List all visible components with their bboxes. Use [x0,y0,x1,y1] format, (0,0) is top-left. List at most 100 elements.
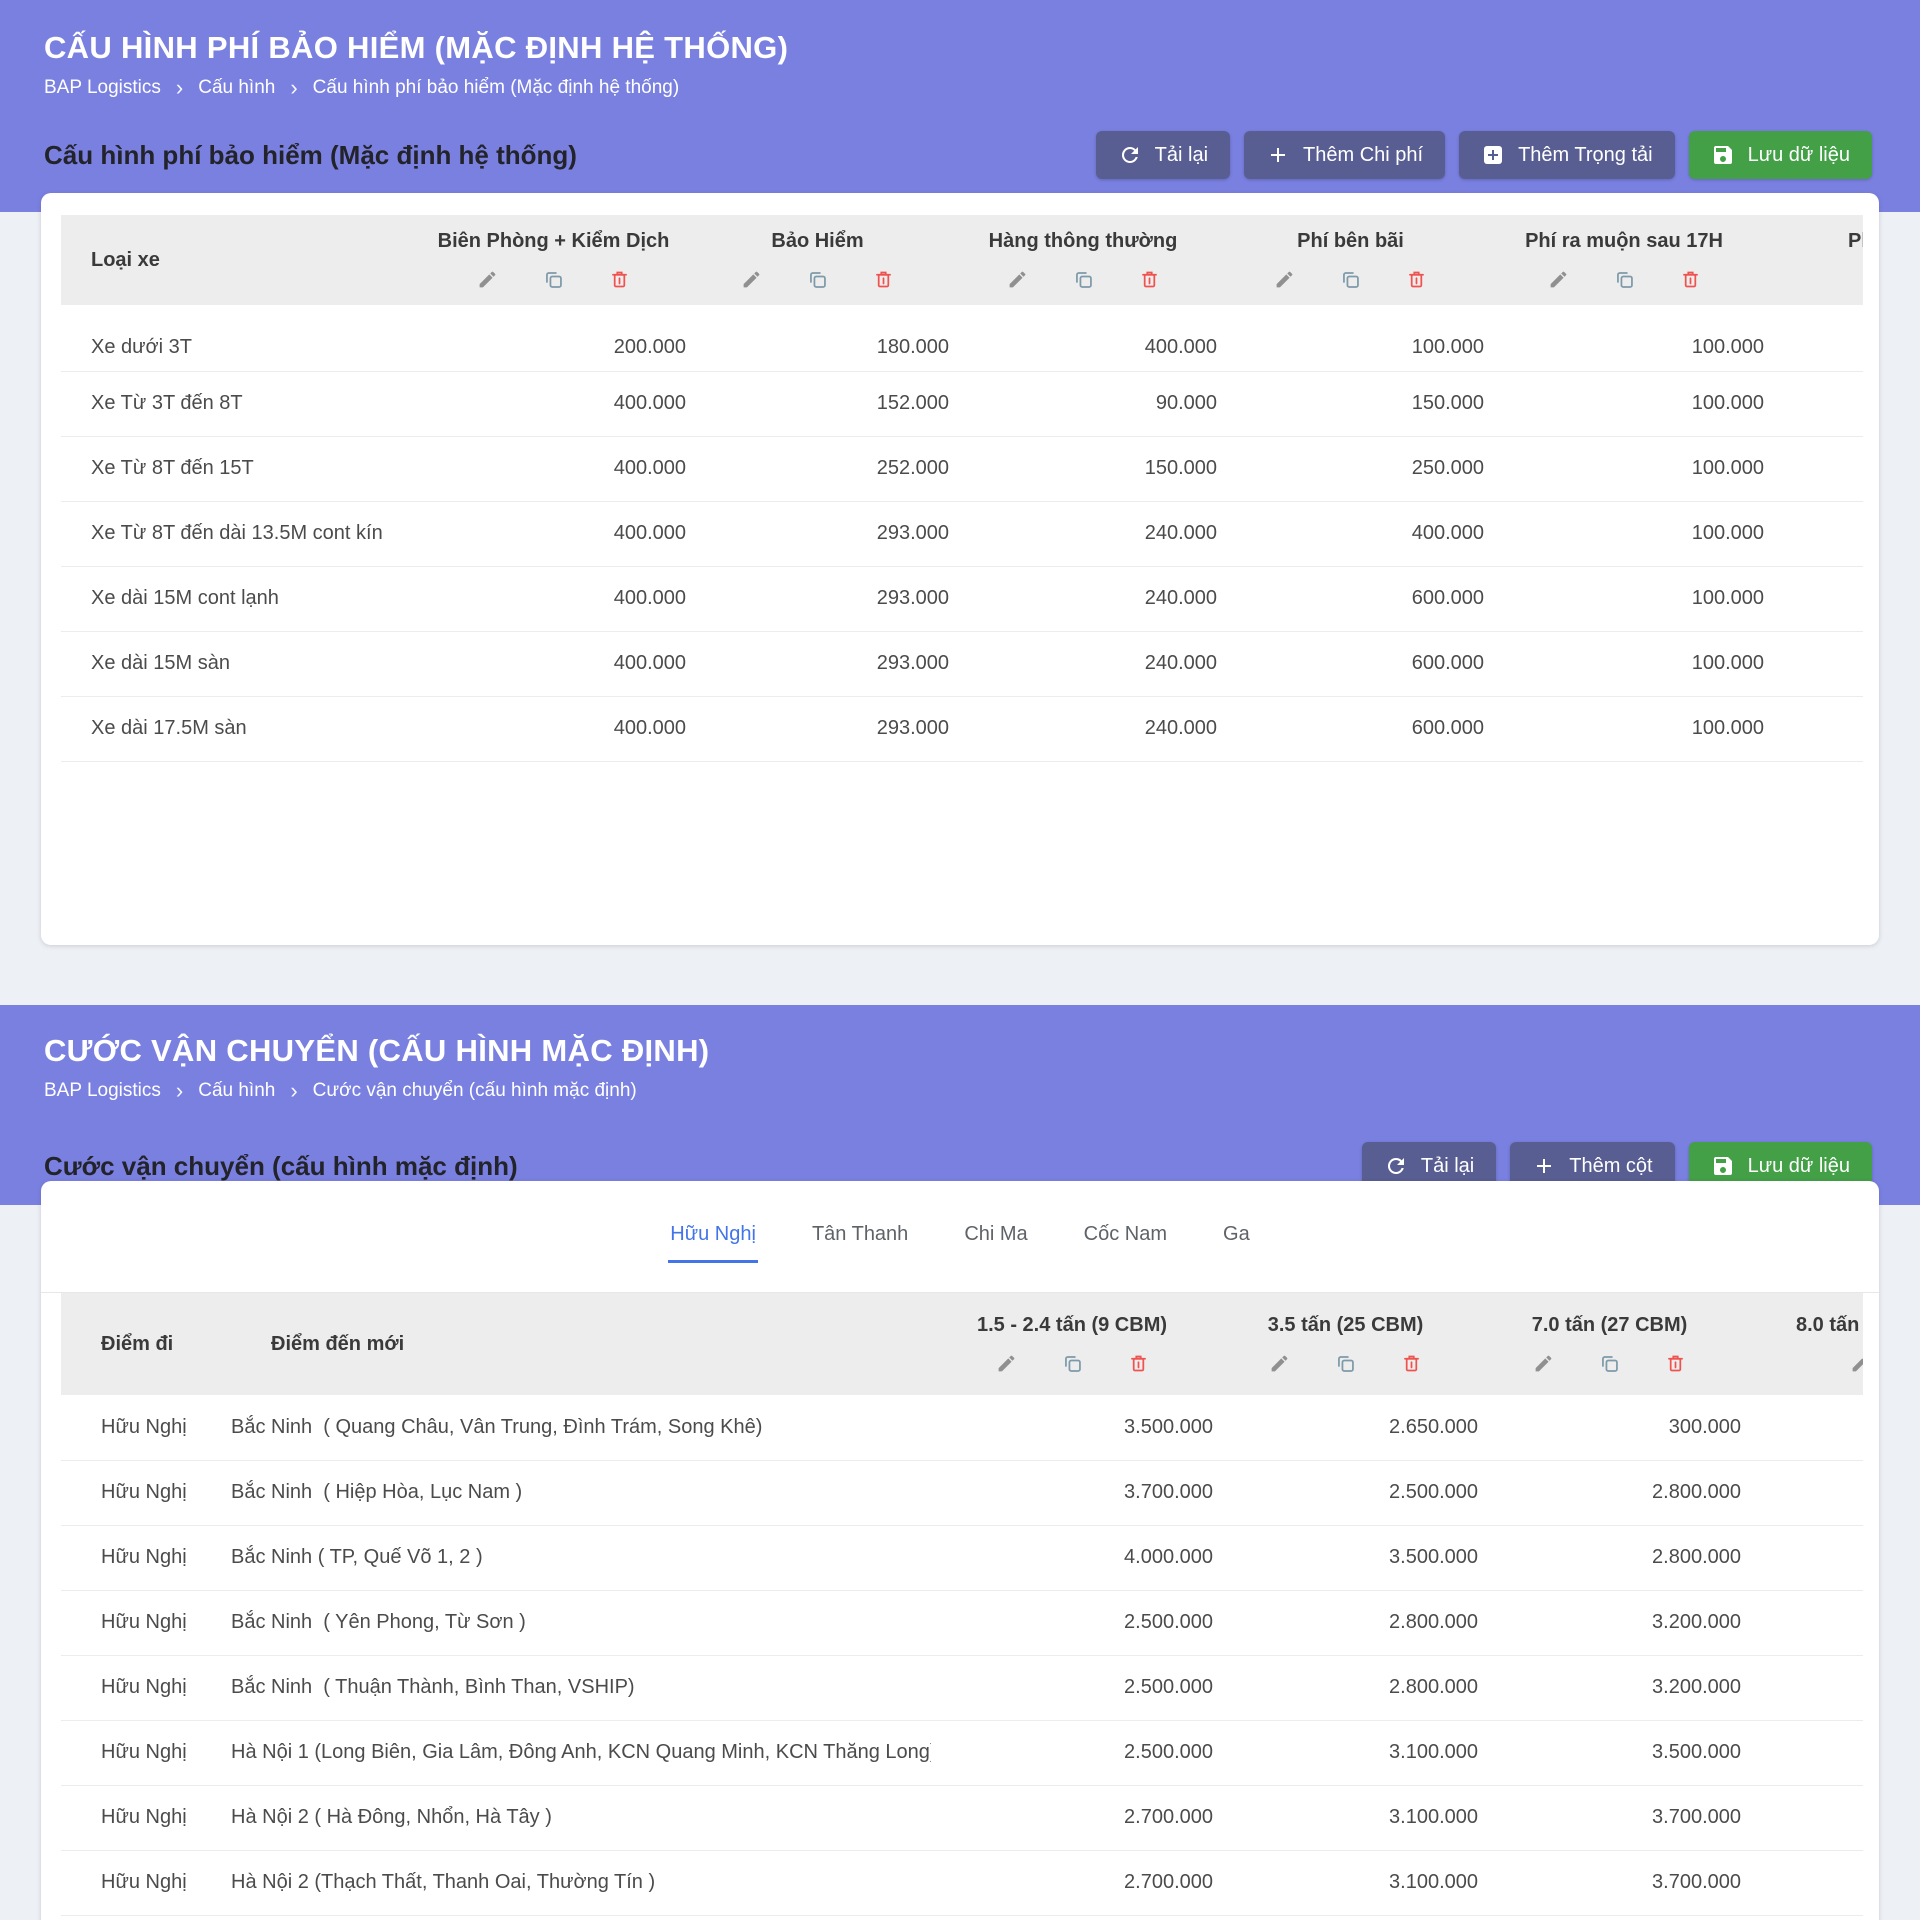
edit-icon[interactable] [741,269,762,290]
fee-cell[interactable]: 400.000 [421,566,686,632]
table-row[interactable]: Xe dài 17.5M sàn 400.000 293.000 240.000… [61,696,1863,762]
fee-cell[interactable]: 400.000 [421,501,686,567]
rate-cell[interactable]: 3.500.000 [1478,1720,1741,1786]
fee-cell[interactable]: 400.000 [421,436,686,502]
fee-cell[interactable]: 150.000 [949,436,1217,502]
fee-cell[interactable]: 250.000 [1217,436,1484,502]
table-row[interactable]: Hữu Nghị Bắc Ninh ( Yên Phong, Từ Sơn ) … [61,1590,1863,1656]
fee-cell-clipped[interactable] [1764,371,1863,437]
delete-icon[interactable] [873,269,894,290]
rate-cell-clipped[interactable] [1741,1460,1863,1526]
rate-cell[interactable]: 3.100.000 [1213,1720,1478,1786]
fee-cell[interactable]: 100.000 [1484,305,1764,372]
edit-icon[interactable] [1861,269,1863,290]
fee-cell-clipped[interactable] [1764,501,1863,567]
breadcrumb-item[interactable]: BAP Logistics [44,77,161,98]
tab-item[interactable]: Cốc Nam [1083,1223,1168,1245]
delete-icon[interactable] [1401,1353,1422,1374]
fee-cell[interactable]: 240.000 [949,501,1217,567]
rate-cell[interactable]: 2.500.000 [931,1655,1213,1721]
fee-cell[interactable]: 293.000 [686,501,949,567]
fee-cell[interactable]: 252.000 [686,436,949,502]
table-row[interactable]: Hữu Nghị Bắc Ninh ( TP, Quế Võ 1, 2 ) 4.… [61,1525,1863,1591]
delete-icon[interactable] [1139,269,1160,290]
fee-cell[interactable]: 600.000 [1217,566,1484,632]
breadcrumb-item[interactable]: BAP Logistics [44,1080,161,1101]
rate-cell[interactable]: 2.700.000 [931,1785,1213,1851]
fee-cell[interactable]: 100.000 [1484,566,1764,632]
edit-icon[interactable] [1007,269,1028,290]
fee-cell[interactable]: 400.000 [421,696,686,762]
delete-icon[interactable] [1406,269,1427,290]
fee-cell[interactable]: 100.000 [1484,501,1764,567]
table-row[interactable]: Xe dài 15M cont lạnh 400.000 293.000 240… [61,566,1863,632]
edit-icon[interactable] [1548,269,1569,290]
rate-cell[interactable]: 3.200.000 [1478,1590,1741,1656]
copy-icon[interactable] [1335,1353,1356,1374]
copy-icon[interactable] [807,269,828,290]
fee-cell[interactable]: 240.000 [949,696,1217,762]
tab-item[interactable]: Tân Thanh [811,1223,909,1245]
rate-cell-clipped[interactable] [1741,1525,1863,1591]
rate-cell[interactable]: 300.000 [1478,1395,1741,1461]
fee-cell[interactable]: 400.000 [421,631,686,697]
fee-cell-clipped[interactable] [1764,305,1863,372]
rate-cell-clipped[interactable] [1741,1850,1863,1916]
fee-cell[interactable]: 293.000 [686,566,949,632]
fee-cell[interactable]: 600.000 [1217,696,1484,762]
fee-cell[interactable]: 600.000 [1217,631,1484,697]
fee-cell-clipped[interactable] [1764,696,1863,762]
fee-cell[interactable]: 152.000 [686,371,949,437]
rate-cell-clipped[interactable] [1741,1655,1863,1721]
fee-cell[interactable]: 293.000 [686,631,949,697]
rate-cell[interactable]: 2.800.000 [1213,1590,1478,1656]
table-row[interactable]: Xe Từ 3T đến 8T 400.000 152.000 90.000 1… [61,371,1863,437]
rate-cell[interactable]: 3.100.000 [1213,1785,1478,1851]
fee-cell[interactable]: 150.000 [1217,371,1484,437]
table-row[interactable]: Xe Từ 8T đến 15T 400.000 252.000 150.000… [61,436,1863,502]
tab-item[interactable]: Hữu Nghị [668,1217,758,1263]
rate-cell[interactable]: 2.800.000 [1213,1655,1478,1721]
breadcrumb-item[interactable]: Cấu hình [198,77,276,98]
rate-cell[interactable]: 2.800.000 [1478,1460,1741,1526]
edit-icon[interactable] [477,269,498,290]
delete-icon[interactable] [1665,1353,1686,1374]
rate-cell[interactable]: 3.500.000 [931,1395,1213,1461]
fee-cell[interactable]: 240.000 [949,566,1217,632]
fee-cell-clipped[interactable] [1764,436,1863,502]
copy-icon[interactable] [1073,269,1094,290]
rate-cell[interactable]: 2.500.000 [1213,1460,1478,1526]
delete-icon[interactable] [609,269,630,290]
fee-cell[interactable]: 90.000 [949,371,1217,437]
rate-cell[interactable]: 2.700.000 [931,1850,1213,1916]
fee-cell[interactable]: 100.000 [1217,305,1484,372]
rate-cell[interactable]: 3.200.000 [1478,1655,1741,1721]
table-row[interactable]: Hữu Nghị Hà Nội 2 (Thạch Thất, Thanh Oai… [61,1850,1863,1916]
fee-cell[interactable]: 200.000 [421,305,686,372]
fee-cell[interactable]: 293.000 [686,696,949,762]
delete-icon[interactable] [1128,1353,1149,1374]
fee-cell[interactable]: 180.000 [686,305,949,372]
tab-item[interactable]: Chi Ma [964,1223,1028,1245]
rate-cell[interactable]: 3.700.000 [931,1460,1213,1526]
copy-icon[interactable] [1614,269,1635,290]
edit-icon[interactable] [1850,1353,1863,1374]
fee-cell-clipped[interactable] [1764,566,1863,632]
table-row[interactable]: Hữu Nghị Bắc Ninh ( Quang Châu, Vân Trun… [61,1395,1863,1461]
rate-cell[interactable]: 2.800.000 [1478,1525,1741,1591]
table-row[interactable]: Xe dưới 3T 200.000 180.000 400.000 100.0… [61,305,1863,372]
edit-icon[interactable] [996,1353,1017,1374]
fee-cell[interactable]: 400.000 [421,371,686,437]
s1-add-cost-button[interactable]: Thêm Chi phí [1244,131,1446,179]
rate-cell[interactable]: 2.650.000 [1213,1395,1478,1461]
rate-cell[interactable]: 2.500.000 [931,1720,1213,1786]
copy-icon[interactable] [1062,1353,1083,1374]
fee-cell[interactable]: 100.000 [1484,371,1764,437]
rate-cell-clipped[interactable] [1741,1720,1863,1786]
fee-cell-clipped[interactable] [1764,631,1863,697]
table-row[interactable]: Hữu Nghị Hà Nội 1 (Long Biên, Gia Lâm, Đ… [61,1720,1863,1786]
copy-icon[interactable] [543,269,564,290]
fee-cell[interactable]: 100.000 [1484,696,1764,762]
fee-cell[interactable]: 400.000 [949,305,1217,372]
s1-save-button[interactable]: Lưu dữ liệu [1688,131,1872,179]
